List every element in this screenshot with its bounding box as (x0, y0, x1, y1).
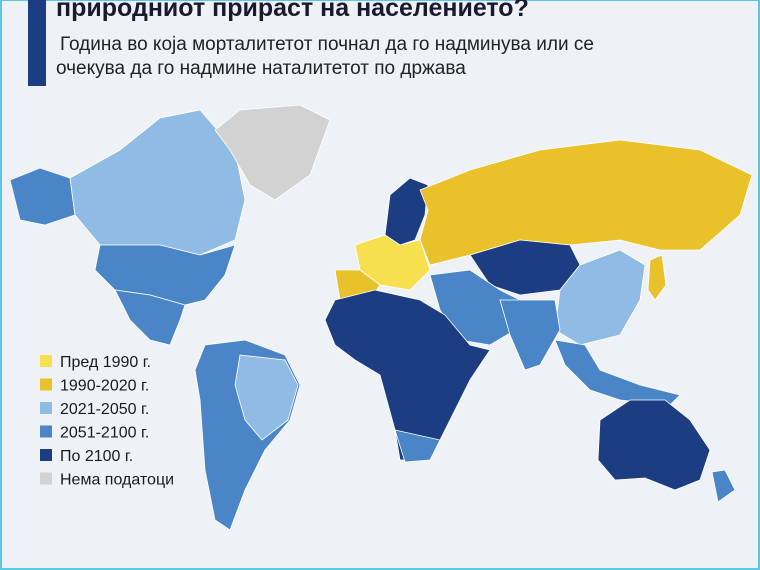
legend-label: Нема податоци (60, 472, 174, 489)
legend-label: 2051-2100 г. (60, 425, 149, 442)
legend-swatch (40, 378, 52, 391)
greenland (214, 104, 331, 201)
southern-africa (394, 429, 441, 463)
australia (597, 399, 711, 491)
russia (419, 139, 753, 266)
legend-swatch (40, 355, 52, 367)
subtitle-line: Година во која морталитетот почнал да го… (60, 34, 594, 55)
legend-swatch (40, 425, 52, 438)
legend-swatch (40, 472, 52, 485)
southeast-asia (554, 339, 681, 406)
subtitle-line: очекува да го надмине наталитетот по држ… (56, 58, 466, 79)
legend-label: Пред 1990 г. (60, 354, 151, 371)
usa (94, 244, 236, 306)
legend-label: По 2100 г. (60, 448, 133, 465)
canada (69, 109, 246, 256)
legend: Пред 1990 г. 1990-2020 г. 2021-2050 г. 2051… (40, 354, 174, 489)
legend-swatch (40, 402, 52, 414)
legend-swatch (40, 449, 52, 461)
title: природниот прираст на населението? (56, 0, 529, 22)
mexico (114, 289, 186, 346)
legend-label: 1990-2020 г. (60, 378, 149, 395)
japan (647, 254, 667, 301)
title-bar (28, 0, 46, 86)
new-zealand (711, 469, 736, 503)
world-map (9, 104, 753, 531)
brazil (234, 354, 299, 441)
alaska (9, 167, 76, 226)
south-asia (499, 299, 561, 371)
china (554, 249, 646, 346)
legend-label: 2021-2050 г. (60, 401, 149, 418)
